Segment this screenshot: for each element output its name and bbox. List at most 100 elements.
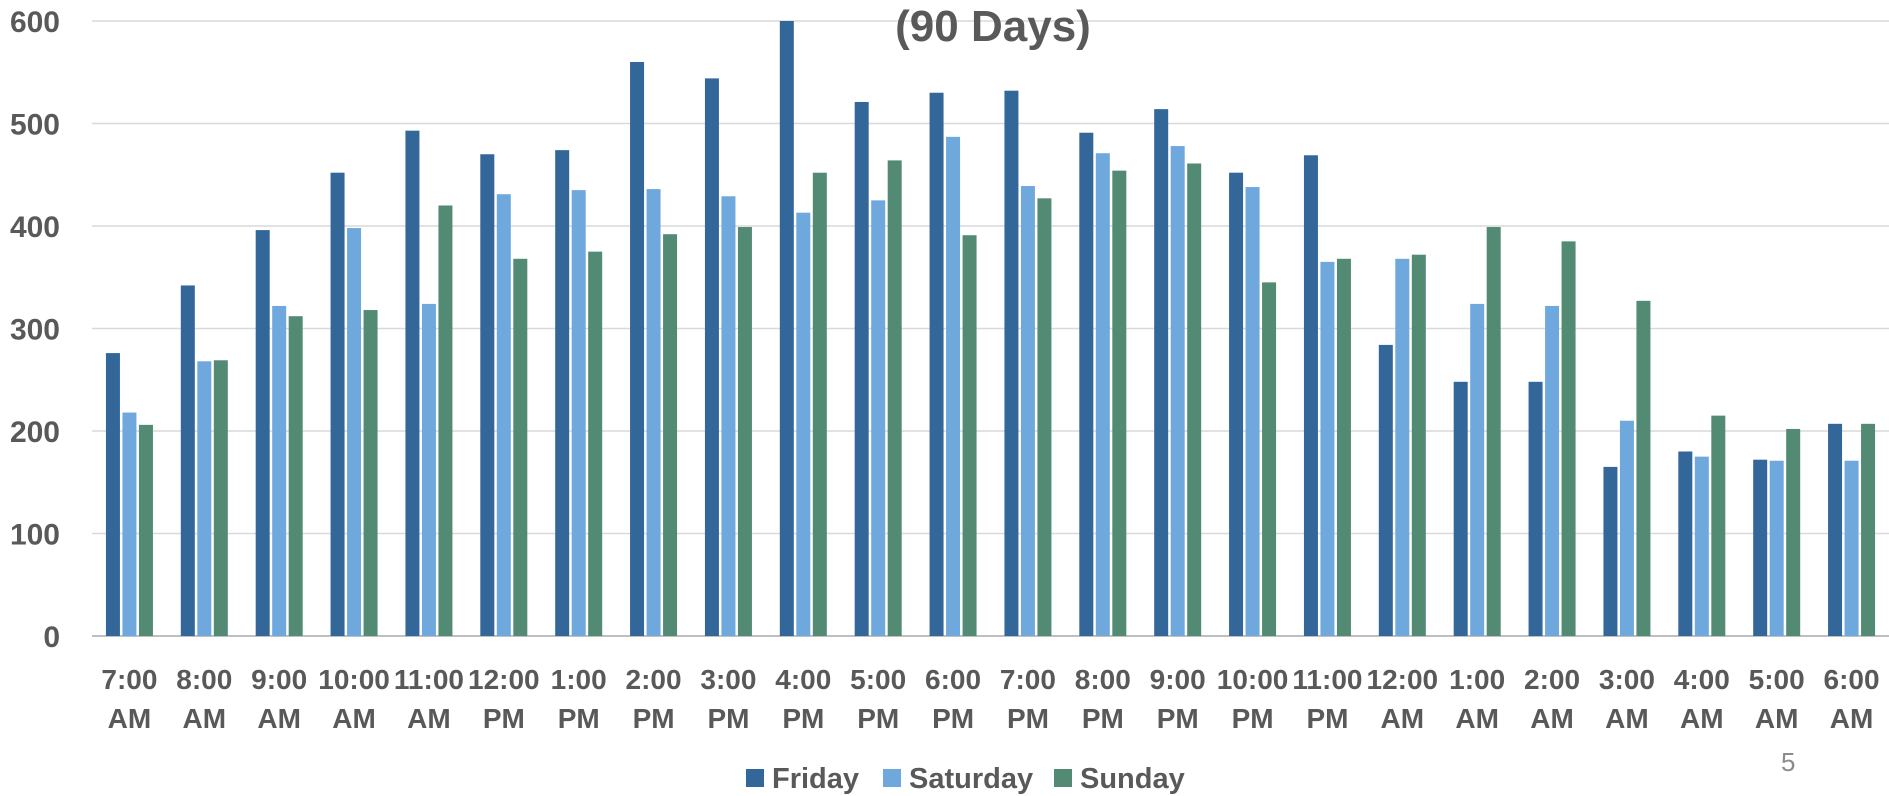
bar-saturday xyxy=(721,196,736,636)
x-category-label: 10:00 PM xyxy=(1217,664,1289,734)
bar-saturday xyxy=(646,189,661,636)
bar-saturday xyxy=(1619,420,1634,636)
bar-sunday xyxy=(1561,241,1576,636)
bar-saturday xyxy=(122,412,137,636)
bar-friday xyxy=(180,285,195,636)
x-category-label: 1:00 PM xyxy=(551,664,607,734)
x-category-label: 10:00 AM xyxy=(318,664,390,734)
x-category-label: 5:00 PM xyxy=(850,664,906,734)
bar-friday xyxy=(1154,109,1169,636)
bar-saturday xyxy=(1095,153,1110,636)
bar-sunday xyxy=(138,424,153,636)
x-category-label: 7:00 PM xyxy=(1000,664,1056,734)
bar-sunday xyxy=(663,234,678,636)
bar-saturday xyxy=(496,194,511,636)
bar-sunday xyxy=(1861,423,1876,636)
bar-sunday xyxy=(1336,258,1351,636)
y-tick-label: 500 xyxy=(10,109,60,142)
bar-friday xyxy=(255,230,270,636)
bar-sunday xyxy=(1411,254,1426,636)
bar-saturday xyxy=(421,303,436,636)
bar-friday xyxy=(854,101,869,637)
bar-sunday xyxy=(1486,227,1501,636)
x-category-label: 8:00 AM xyxy=(176,664,232,734)
bar-friday xyxy=(1753,459,1768,636)
bar-saturday xyxy=(1545,305,1560,636)
y-tick-label: 100 xyxy=(10,519,60,552)
x-category-label: 2:00 PM xyxy=(626,664,682,734)
x-category-label: 4:00 AM xyxy=(1674,664,1730,734)
legend-swatch-saturday xyxy=(883,769,901,787)
bar-sunday xyxy=(737,227,752,636)
x-category-label: 6:00 PM xyxy=(925,664,981,734)
y-tick-label: 0 xyxy=(43,621,60,654)
bar-saturday xyxy=(347,228,362,637)
bar-sunday xyxy=(1262,282,1277,636)
bar-saturday xyxy=(1470,303,1485,636)
x-category-label: 11:00 PM xyxy=(1292,664,1362,734)
bar-friday xyxy=(1378,344,1393,636)
bar-friday xyxy=(779,21,794,636)
bar-sunday xyxy=(363,310,378,636)
bar-sunday xyxy=(962,235,977,636)
bar-friday xyxy=(105,353,120,636)
y-tick-label: 200 xyxy=(10,416,60,449)
bar-saturday xyxy=(796,212,811,637)
bar-saturday xyxy=(1170,146,1185,637)
x-category-label: 12:00 PM xyxy=(468,664,540,734)
x-category-label: 9:00 PM xyxy=(1150,664,1206,734)
y-tick-label: 300 xyxy=(10,314,60,347)
x-category-label: 12:00 AM xyxy=(1367,664,1439,734)
bar-sunday xyxy=(513,258,528,636)
bar-friday xyxy=(480,154,495,636)
bar-friday xyxy=(1004,90,1019,636)
y-tick-label: 600 xyxy=(10,6,60,39)
bar-saturday xyxy=(571,190,586,636)
page-number: 5 xyxy=(1781,747,1796,777)
bar-sunday xyxy=(1636,300,1651,636)
bar-sunday xyxy=(588,251,603,636)
bar-friday xyxy=(1303,155,1318,636)
bar-friday xyxy=(1079,132,1094,636)
bar-sunday xyxy=(1112,170,1127,636)
bar-saturday xyxy=(197,361,212,636)
bar-saturday xyxy=(871,200,886,636)
bar-sunday xyxy=(1187,163,1202,636)
x-category-label: 1:00 AM xyxy=(1449,664,1505,734)
y-tick-label: 400 xyxy=(10,211,60,244)
x-category-label: 5:00 AM xyxy=(1749,664,1805,734)
legend-swatch-sunday xyxy=(1054,769,1072,787)
bar-friday xyxy=(555,150,570,636)
bar-sunday xyxy=(1786,428,1801,636)
bar-sunday xyxy=(438,205,453,636)
x-category-label: 2:00 AM xyxy=(1524,664,1580,734)
bar-friday xyxy=(630,62,645,636)
gridlines xyxy=(92,20,1889,637)
legend-swatch-friday xyxy=(746,769,764,787)
legend-label-friday: Friday xyxy=(772,763,859,795)
bar-friday xyxy=(405,130,420,637)
bar-sunday xyxy=(213,360,228,636)
bar-friday xyxy=(1528,381,1543,636)
x-category-label: 11:00 AM xyxy=(394,664,464,734)
x-category-label: 3:00 AM xyxy=(1599,664,1655,734)
bar-saturday xyxy=(1769,460,1784,636)
legend-label-sunday: Sunday xyxy=(1080,763,1185,795)
legend-label-saturday: Saturday xyxy=(909,763,1033,795)
bars xyxy=(105,21,1876,637)
bar-saturday xyxy=(272,305,287,636)
x-category-label: 7:00 AM xyxy=(101,664,157,734)
bar-sunday xyxy=(812,172,827,636)
x-category-label: 3:00 PM xyxy=(700,664,756,734)
chart-title: (90 Days) xyxy=(895,2,1091,51)
x-category-label: 9:00 AM xyxy=(251,664,307,734)
bar-sunday xyxy=(887,160,902,636)
bar-friday xyxy=(929,92,944,636)
x-category-label: 6:00 AM xyxy=(1824,664,1880,734)
bar-saturday xyxy=(1245,187,1260,637)
bar-friday xyxy=(1828,423,1843,636)
bar-friday xyxy=(1678,451,1693,636)
bar-saturday xyxy=(1694,456,1709,636)
